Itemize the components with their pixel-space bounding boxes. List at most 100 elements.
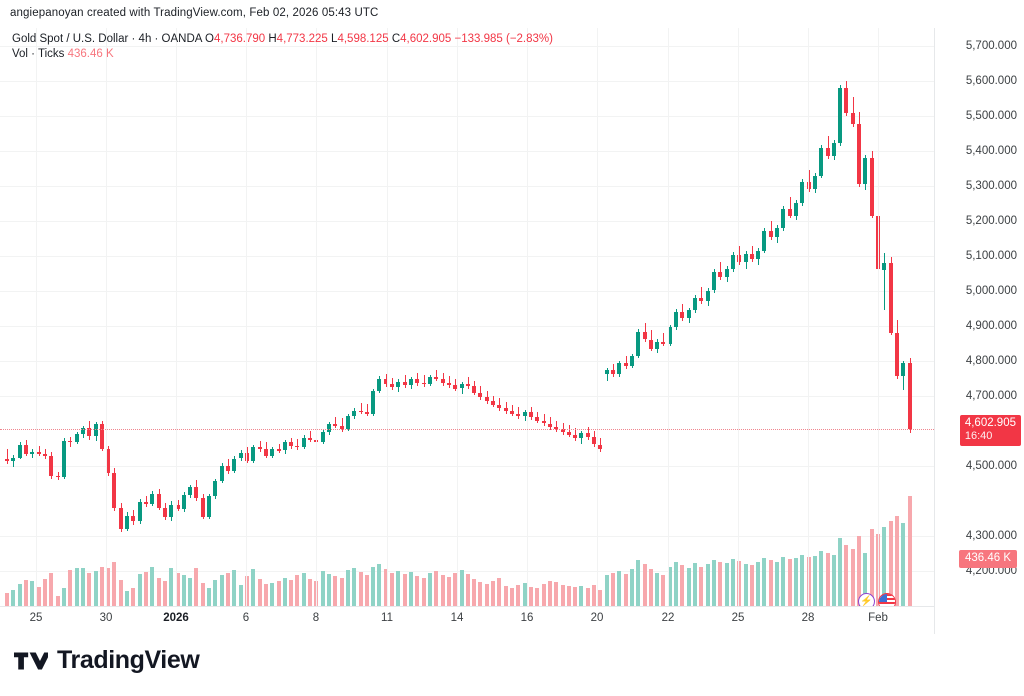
candle-wick	[701, 287, 702, 304]
volume-bar	[157, 577, 161, 606]
candle-body	[150, 493, 154, 504]
volume-bar	[384, 568, 388, 606]
price-axis[interactable]: 5,700.000 5,600.000 5,500.000 5,400.000 5,30…	[934, 28, 1024, 634]
last-price-value: 4,602.905	[964, 417, 1016, 430]
candle-body	[182, 494, 186, 509]
candle-body	[169, 504, 173, 518]
candle-body	[11, 457, 15, 462]
candle-body	[889, 262, 893, 333]
candle-body	[220, 465, 224, 481]
footer: TradingView	[0, 634, 1024, 696]
candle-body	[630, 355, 634, 367]
candle-body	[24, 445, 28, 454]
volume-bar	[863, 553, 867, 606]
volume-bar	[762, 557, 766, 606]
candle-body	[573, 434, 577, 439]
candle-body	[396, 381, 400, 388]
price-axis-label: 5,200.000	[965, 214, 1017, 227]
candle-body	[188, 487, 192, 495]
candle-body	[264, 449, 268, 456]
last-price-line	[0, 429, 934, 431]
us-flag-event-icon[interactable]	[878, 593, 896, 606]
price-gridline	[0, 150, 934, 152]
time-gridline	[457, 28, 458, 606]
volume-bar	[409, 572, 413, 606]
candle-body	[535, 417, 539, 421]
candle-wick	[7, 448, 8, 464]
volume-bar	[573, 587, 577, 606]
time-axis-label: 25	[731, 612, 745, 624]
volume-bar	[901, 522, 905, 606]
candle-wick	[146, 496, 147, 507]
time-gridline	[176, 28, 177, 606]
candle-wick	[790, 196, 791, 219]
candle-wick	[607, 368, 608, 382]
volume-bar	[661, 575, 665, 606]
price-gridline	[0, 535, 934, 537]
volume-bar	[693, 563, 697, 606]
volume-bar	[119, 579, 123, 606]
candle-body	[87, 428, 91, 437]
volume-bar	[554, 582, 558, 606]
price-gridline	[0, 395, 934, 397]
volume-bar	[201, 583, 205, 606]
volume-bar	[188, 578, 192, 606]
candle-body	[352, 410, 356, 416]
price-gridline	[0, 45, 934, 47]
time-axis-label: 22	[661, 612, 675, 624]
candle-body	[870, 158, 874, 216]
time-axis[interactable]: 25 30 2026 6 8 11 14 16 20 22 25 28 Feb	[0, 606, 934, 635]
volume-bar	[718, 562, 722, 606]
volume-bar	[144, 572, 148, 606]
volume-bar	[213, 580, 217, 606]
volume-bar	[819, 551, 823, 606]
candle-body	[592, 436, 596, 445]
chart-plot-area[interactable]: ⚡	[0, 28, 934, 606]
candle-wick	[663, 333, 664, 347]
volume-bar	[649, 568, 653, 606]
candle-body	[441, 378, 445, 383]
price-axis-label: 4,500.000	[965, 459, 1017, 472]
volume-badge[interactable]: 436.46 K	[958, 550, 1017, 569]
bolt-event-icon[interactable]: ⚡	[858, 593, 875, 606]
volume-bar	[56, 596, 60, 606]
candle-wick	[853, 97, 854, 127]
volume-bar	[239, 585, 243, 606]
candle-wick	[342, 417, 343, 432]
candle-body	[213, 480, 217, 497]
candle-body	[762, 231, 766, 251]
last-price-badge[interactable]: 4,602.905 16:40	[959, 415, 1021, 447]
candle-body	[863, 158, 867, 185]
tradingview-logo: TradingView	[14, 646, 200, 675]
candle-body	[548, 423, 552, 427]
volume-bar	[11, 589, 15, 606]
volume-bar	[447, 576, 451, 606]
candle-wick	[279, 443, 280, 453]
volume-bar	[548, 580, 552, 606]
candle-body	[43, 454, 47, 457]
candle-body	[30, 451, 34, 454]
candle-body	[447, 382, 451, 385]
volume-bar	[542, 584, 546, 606]
volume-bar	[403, 574, 407, 606]
price-axis-label: 4,300.000	[965, 529, 1017, 542]
price-axis-label: 4,700.000	[965, 389, 1017, 402]
candle-body	[346, 415, 350, 430]
candle-body	[567, 431, 571, 435]
volume-bar	[586, 588, 590, 606]
volume-bar	[775, 562, 779, 606]
candle-body	[598, 444, 602, 450]
volume-bar	[100, 567, 104, 606]
volume-bar	[125, 590, 129, 606]
candle-body	[579, 433, 583, 439]
price-axis-label: 5,600.000	[965, 74, 1017, 87]
candle-body	[712, 271, 716, 291]
candle-wick	[58, 471, 59, 481]
candle-body	[542, 420, 546, 424]
candle-body	[119, 508, 123, 530]
candle-body	[112, 473, 116, 509]
volume-bar	[169, 568, 173, 606]
candle-body	[605, 370, 609, 375]
candle-body	[390, 384, 394, 388]
candle-body	[333, 424, 337, 427]
